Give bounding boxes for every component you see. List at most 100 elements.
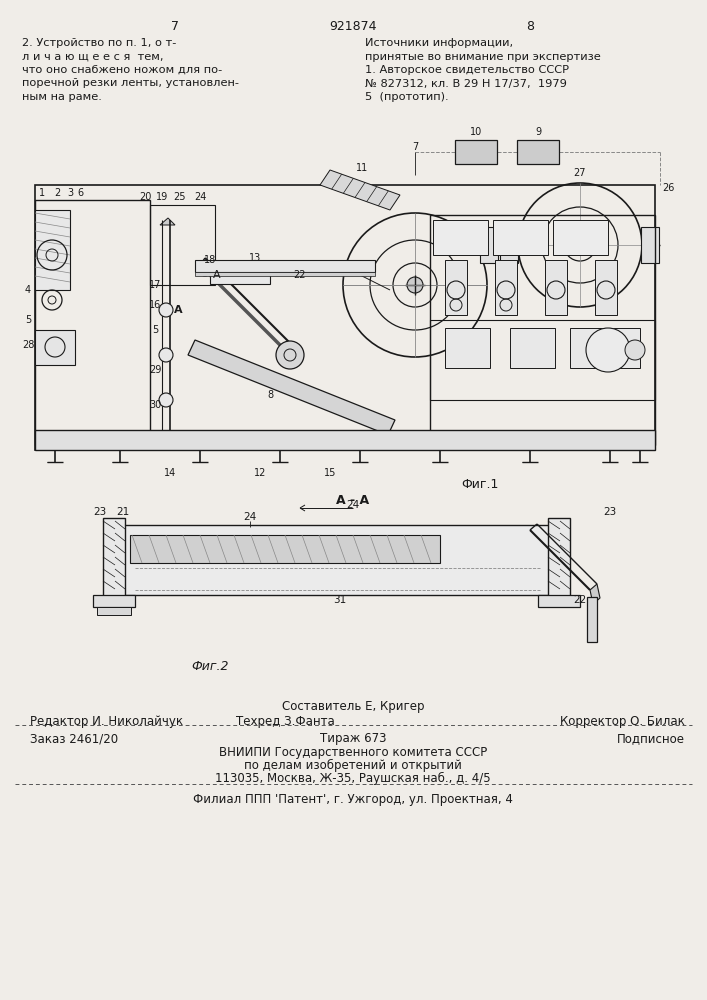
Bar (195, 260, 375, 272)
Bar (93, 595, 135, 607)
Text: 26: 26 (662, 183, 674, 193)
Text: 113035, Москва, Ж-35, Раушская наб., д. 4/5: 113035, Москва, Ж-35, Раушская наб., д. … (215, 772, 491, 785)
Text: 18: 18 (204, 255, 216, 265)
Text: 8: 8 (267, 390, 273, 400)
Text: 21: 21 (117, 507, 129, 517)
Bar (510, 328, 555, 368)
Text: 12: 12 (254, 468, 267, 478)
Text: 6: 6 (77, 188, 83, 198)
Text: 23: 23 (603, 507, 617, 517)
Text: Составитель Е, Кригер: Составитель Е, Кригер (282, 700, 424, 713)
Text: 30: 30 (149, 400, 161, 410)
Text: Редактор И. Николайчук: Редактор И. Николайчук (30, 715, 183, 728)
Text: 5  (прототип).: 5 (прототип). (365, 92, 449, 102)
Text: A: A (174, 305, 182, 315)
Bar (548, 518, 570, 602)
Bar (35, 210, 70, 290)
Polygon shape (160, 218, 175, 225)
Text: 7: 7 (412, 142, 418, 152)
Bar (553, 220, 608, 255)
Circle shape (574, 239, 586, 251)
Text: 13: 13 (249, 253, 261, 263)
Text: поречной резки ленты, установлен-: поречной резки ленты, установлен- (22, 79, 239, 89)
Bar (545, 260, 567, 315)
Bar (500, 227, 518, 263)
Bar (195, 272, 375, 276)
Text: 20: 20 (139, 192, 151, 202)
Text: A: A (213, 270, 221, 280)
Bar (480, 227, 498, 263)
Bar (517, 140, 559, 164)
Text: 4: 4 (25, 285, 31, 295)
Text: 27: 27 (574, 168, 586, 178)
Text: 1. Авторское свидетельство СССР: 1. Авторское свидетельство СССР (365, 65, 569, 75)
Bar (495, 260, 517, 315)
Bar (445, 328, 490, 368)
Bar (35, 185, 655, 450)
Text: что оно снабжено ножом для по-: что оно снабжено ножом для по- (22, 65, 222, 75)
Bar (35, 330, 75, 365)
Text: Тираж 673: Тираж 673 (320, 732, 386, 745)
Text: А - А: А - А (337, 494, 370, 507)
Text: № 827312, кл. В 29 Н 17/37,  1979: № 827312, кл. В 29 Н 17/37, 1979 (365, 79, 567, 89)
Text: Заказ 2461/20: Заказ 2461/20 (30, 732, 118, 745)
Circle shape (276, 341, 304, 369)
Bar (587, 597, 597, 642)
Text: по делам изобретений и открытий: по делам изобретений и открытий (244, 759, 462, 772)
Text: принятые во внимание при экспертизе: принятые во внимание при экспертизе (365, 51, 601, 62)
Text: 1: 1 (39, 188, 45, 198)
Text: ным на раме.: ным на раме. (22, 92, 102, 102)
Bar (433, 220, 488, 255)
Bar (103, 518, 125, 602)
Text: 14: 14 (164, 468, 176, 478)
Text: 29: 29 (148, 365, 161, 375)
Circle shape (159, 303, 173, 317)
Text: Техред З.Фанта: Техред З.Фанта (235, 715, 334, 728)
Bar (595, 260, 617, 315)
Text: 28: 28 (22, 340, 34, 350)
Text: 8: 8 (526, 20, 534, 33)
Bar (97, 607, 131, 615)
Bar (150, 205, 215, 285)
Text: Источники информации,: Источники информации, (365, 38, 513, 48)
Text: 23: 23 (93, 507, 107, 517)
Text: 17: 17 (148, 280, 161, 290)
Circle shape (586, 328, 630, 372)
Bar (641, 227, 659, 263)
Text: 19: 19 (156, 192, 168, 202)
Bar (570, 328, 640, 368)
Circle shape (625, 340, 645, 360)
Text: Филиал ППП 'Патент', г. Ужгород, ул. Проектная, 4: Филиал ППП 'Патент', г. Ужгород, ул. Про… (193, 793, 513, 806)
Text: Фиг.1: Фиг.1 (461, 478, 498, 491)
Bar (430, 320, 655, 400)
Text: 921874: 921874 (329, 20, 377, 33)
Text: 2. Устройство по п. 1, о т-: 2. Устройство по п. 1, о т- (22, 38, 176, 48)
Text: 2: 2 (54, 188, 60, 198)
Text: 16: 16 (149, 300, 161, 310)
Text: 10: 10 (470, 127, 482, 137)
Bar (130, 535, 440, 563)
Circle shape (159, 348, 173, 362)
Bar (210, 268, 270, 284)
Bar (493, 220, 548, 255)
Polygon shape (188, 340, 395, 435)
Text: 22: 22 (573, 595, 587, 605)
Polygon shape (320, 170, 400, 210)
Text: 25: 25 (174, 192, 186, 202)
Bar (35, 200, 150, 445)
Text: Подписное: Подписное (617, 732, 685, 745)
Circle shape (407, 277, 423, 293)
Text: 31: 31 (334, 595, 346, 605)
Text: л и ч а ю щ е е с я  тем,: л и ч а ю щ е е с я тем, (22, 51, 163, 62)
Bar (35, 430, 655, 450)
Text: 9: 9 (535, 127, 541, 137)
Text: 15: 15 (324, 468, 337, 478)
Text: 24: 24 (243, 512, 257, 522)
Text: 11: 11 (356, 163, 368, 173)
Text: 24: 24 (194, 192, 206, 202)
Text: 24: 24 (346, 500, 360, 510)
Text: Фиг.2: Фиг.2 (192, 660, 229, 673)
Bar (455, 140, 497, 164)
Text: ВНИИПИ Государственного комитета СССР: ВНИИПИ Государственного комитета СССР (219, 746, 487, 759)
Polygon shape (590, 584, 600, 604)
